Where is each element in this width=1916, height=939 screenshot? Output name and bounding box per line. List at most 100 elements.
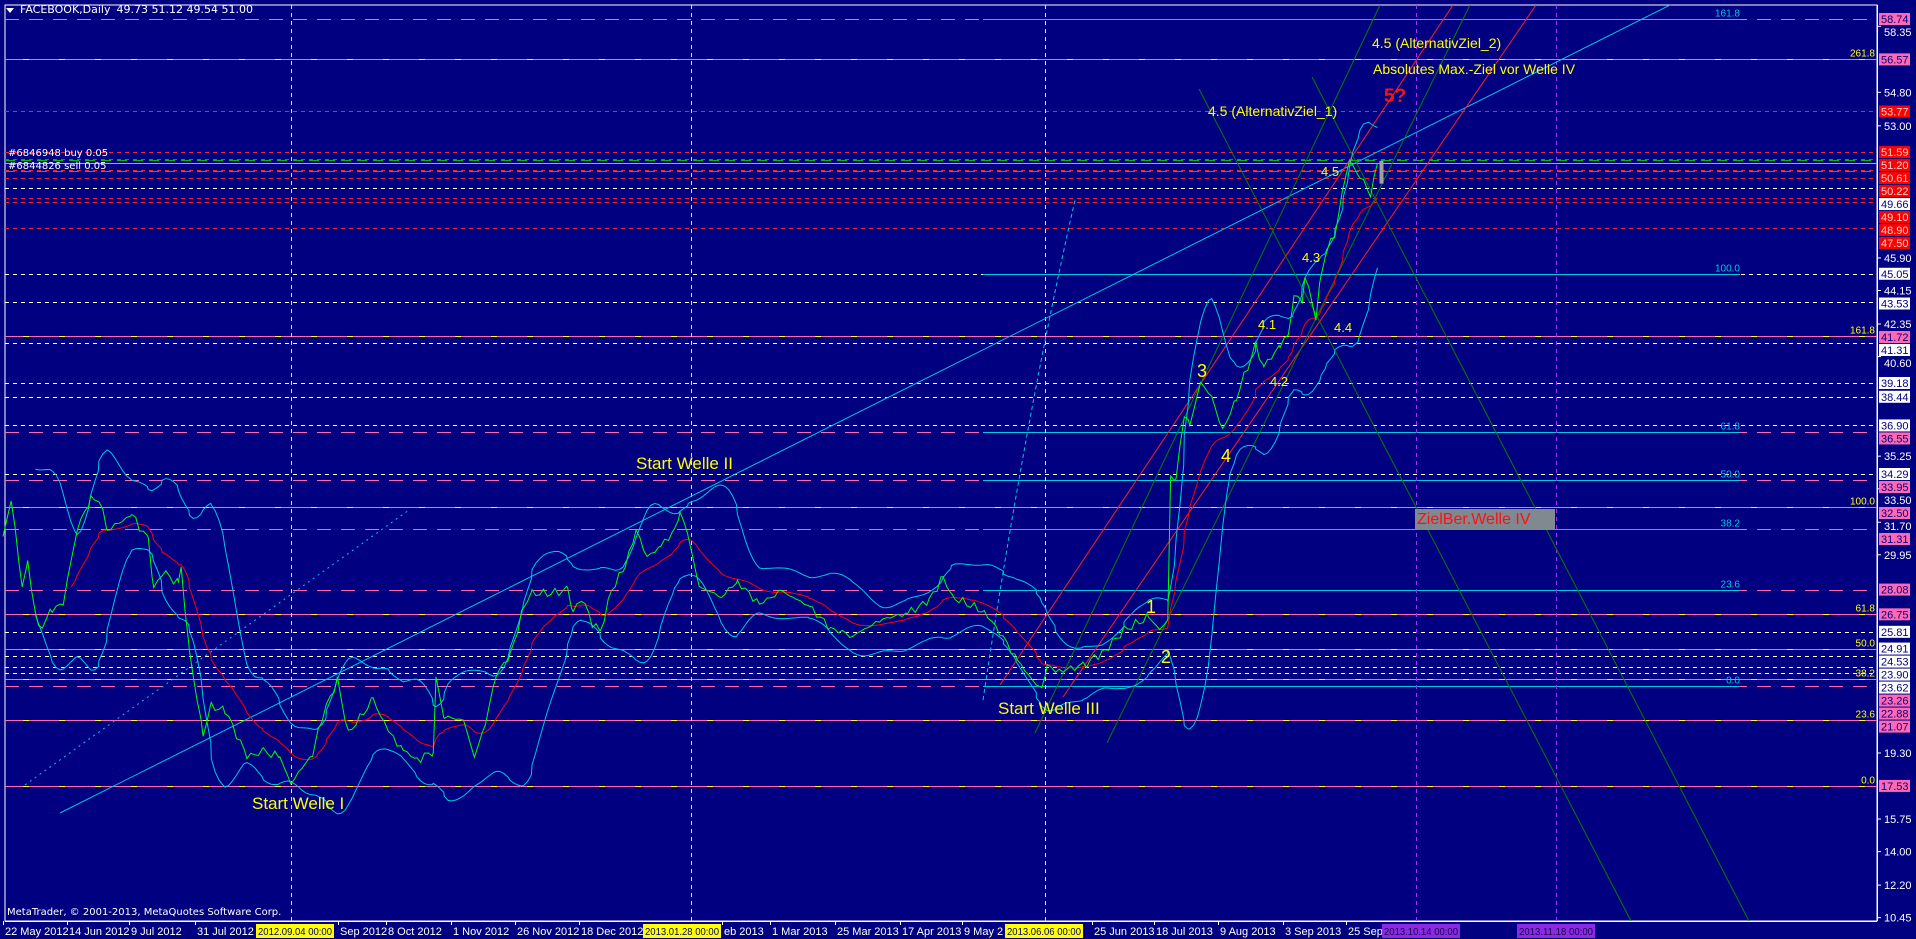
trendline-cyan (59, 5, 1672, 814)
price-label: 48.90 (1881, 225, 1909, 237)
price-label-box (1879, 655, 1910, 668)
fib-label: 50.0 (1721, 470, 1741, 481)
price-label-box (1879, 681, 1910, 694)
time-tick-label: 22 May 2012 (5, 926, 69, 938)
price-label-box (1879, 211, 1910, 224)
price-label-box (1879, 344, 1910, 357)
chart-title-bar: FACEBOOK,Daily 49.73 51.12 49.54 51.00 (6, 4, 253, 15)
price-label: 36.90 (1881, 420, 1909, 432)
wave-label-4-1: 4.1 (1258, 317, 1277, 332)
time-tick-label: 1 Nov 2012 (453, 926, 509, 938)
time-marker-label: 2013.01.28 00:00 (645, 926, 719, 938)
price-label-box (1879, 377, 1910, 390)
time-marker-box[interactable] (256, 924, 334, 938)
price-label: 23.90 (1881, 670, 1909, 682)
wave-label-4: 4 (1221, 446, 1232, 466)
label-start-welle-3: Start Welle III (998, 699, 1100, 718)
price-tick-label: 44.15 (1884, 286, 1912, 298)
time-tick-label: 26 Nov 2012 (517, 926, 579, 938)
price-tick-label: 14.00 (1884, 847, 1912, 859)
price-tick-label: 15.75 (1884, 814, 1912, 826)
fib-label: 38.2 (1856, 669, 1876, 680)
price-label: 39.18 (1881, 378, 1909, 390)
price-tick-label: 33.50 (1884, 495, 1912, 507)
wave-label-4-2: 4.2 (1270, 374, 1289, 389)
price-label: 58.74 (1881, 14, 1909, 26)
time-tick-label: 14 Jun 2012 (69, 926, 130, 938)
price-label-box (1879, 13, 1910, 25)
price-label-box (1879, 267, 1910, 280)
price-label-box (1879, 331, 1910, 344)
time-tick-label: eb 2013 (724, 926, 764, 938)
wave-label-4-3: 4.3 (1302, 250, 1321, 265)
price-label-box (1879, 468, 1910, 481)
fib-label: 161.8 (1850, 326, 1875, 337)
price-label: 41.72 (1881, 332, 1909, 344)
label-alternativziel-2: 4.5 (AlternativZiel_2) (1372, 35, 1502, 51)
price-tick-label: 19.30 (1884, 748, 1912, 760)
label-alternativziel-1: 4.5 (AlternativZiel_1) (1208, 103, 1338, 119)
price-label-box (1879, 224, 1910, 237)
price-label: 31.31 (1881, 534, 1909, 546)
price-label: 49.66 (1881, 199, 1909, 211)
price-label: 41.31 (1881, 345, 1909, 357)
price-label-box (1879, 608, 1910, 621)
time-tick-label: 1 Mar 2013 (772, 926, 828, 938)
price-label-box (1879, 105, 1910, 118)
time-tick-label: 25 Sep (1348, 926, 1383, 938)
fib-label: 23.6 (1721, 580, 1741, 591)
dropdown-triangle-icon[interactable] (6, 7, 14, 13)
price-tick-label: 10.45 (1884, 913, 1912, 925)
price-label: 33.95 (1881, 482, 1909, 494)
price-label-box (1879, 481, 1910, 494)
price-tick-label: 45.90 (1884, 253, 1912, 265)
time-tick-label: 3 Sep 2013 (1285, 926, 1341, 938)
time-marker-box[interactable] (643, 924, 721, 938)
time-marker-label: 2012.09.04 00:00 (258, 926, 332, 938)
price-label-box (1879, 390, 1910, 403)
ohlc-values: 49.73 51.12 49.54 51.00 (116, 3, 253, 16)
moving-average-line (70, 197, 1378, 761)
fib-arc-dashed (982, 199, 1076, 701)
symbol-timeframe: FACEBOOK,Daily (20, 3, 111, 16)
time-marker-label: 2013.10.14 00:00 (1384, 926, 1458, 938)
price-label-box (1879, 237, 1910, 250)
time-tick-label: 8 Oct 2012 (388, 926, 442, 938)
price-label: 23.62 (1881, 683, 1909, 695)
order-label-sell[interactable]: #6844826 sell 0.05 (8, 161, 107, 172)
price-label-box (1879, 720, 1910, 733)
price-label: 21.07 (1881, 722, 1909, 734)
price-label-box (1879, 507, 1910, 520)
time-marker-label: 2013.11.18 00:00 (1519, 926, 1593, 938)
price-label-box (1879, 53, 1910, 66)
time-marker-box[interactable] (1382, 924, 1460, 938)
price-label-box (1879, 159, 1910, 172)
wave-label-2: 2 (1161, 647, 1172, 667)
zielber-welle-iv-box[interactable]: ZielBer.Welle IV (1415, 509, 1555, 530)
label-start-welle-2: Start Welle II (636, 454, 733, 473)
price-tick-label: 29.95 (1884, 550, 1912, 562)
trendline-green (1034, 5, 1381, 734)
last-candle (1379, 160, 1384, 184)
time-tick-label: Sep 2012 (340, 926, 387, 938)
fib-label: 100.0 (1850, 497, 1875, 508)
price-label: 32.50 (1881, 508, 1909, 520)
price-label: 17.53 (1881, 781, 1909, 793)
price-label: 22.88 (1881, 709, 1909, 721)
price-label-box (1879, 694, 1910, 707)
time-tick-label: 9 Aug 2013 (1220, 926, 1276, 938)
time-marker-box[interactable] (1005, 924, 1083, 938)
price-label: 26.75 (1881, 609, 1909, 621)
order-label-buy[interactable]: #6846948 buy 0.05 (8, 148, 109, 159)
price-tick-label: 40.60 (1884, 358, 1912, 370)
fib-label: 0.0 (1861, 776, 1875, 787)
price-tick-label: 42.35 (1884, 319, 1912, 331)
time-marker-box[interactable] (1517, 924, 1595, 938)
label-max-ziel: Absolutes Max.-Ziel vor Welle IV (1373, 61, 1576, 77)
price-label-box (1879, 432, 1910, 445)
price-label: 24.53 (1881, 657, 1909, 669)
fib-label: 261.8 (1850, 49, 1875, 60)
price-label-box (1879, 583, 1910, 596)
